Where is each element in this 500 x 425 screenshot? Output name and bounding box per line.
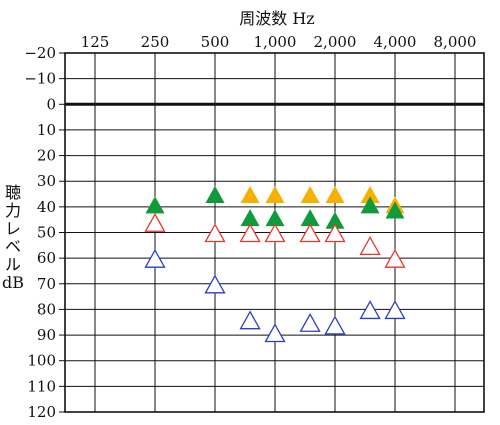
y-tick-label: 0 xyxy=(46,95,56,113)
triangle-marker-series-4 xyxy=(359,300,381,320)
triangle-marker-series-1 xyxy=(265,186,285,204)
triangle-marker-series-2 xyxy=(360,196,380,214)
y-tick-label: 70 xyxy=(37,275,56,293)
triangle-marker-series-3 xyxy=(264,223,286,243)
x-tick-label: 500 xyxy=(201,33,230,51)
y-tick-label: 110 xyxy=(27,377,56,395)
triangle-marker-series-3 xyxy=(384,248,406,268)
x-axis-title: 周波数 Hz xyxy=(239,9,314,28)
y-tick-label: −20 xyxy=(24,44,56,62)
triangle-marker-series-3 xyxy=(299,223,321,243)
x-tick-label: 2,000 xyxy=(314,33,357,51)
y-tick-label: 20 xyxy=(37,147,56,165)
x-tick-labels: 125 250 500 1,000 2,000 4,000 8,000 xyxy=(81,33,477,51)
triangle-marker-series-2 xyxy=(300,209,320,227)
triangle-marker-series-1 xyxy=(360,186,380,204)
x-tick-label: 250 xyxy=(141,33,170,51)
y-tick-label: 100 xyxy=(27,352,56,370)
x-tick-label: 1,000 xyxy=(254,33,297,51)
grid xyxy=(59,52,485,413)
triangle-marker-series-3 xyxy=(204,223,226,243)
x-tick-label: 4,000 xyxy=(374,33,417,51)
triangle-marker-series-3 xyxy=(239,223,261,243)
y-axis-title-part: ベ xyxy=(5,237,21,256)
triangle-marker-series-2 xyxy=(265,209,285,227)
y-axis-title-part: ル xyxy=(5,255,21,274)
y-tick-labels: −20 −10 0 10 20 30 40 50 60 70 80 90 100 110 120 xyxy=(24,44,56,421)
triangle-marker-series-4 xyxy=(264,323,286,343)
y-tick-label: 60 xyxy=(37,249,56,267)
y-axis-title-part: 聴 xyxy=(5,183,21,202)
triangle-marker-series-2 xyxy=(385,201,405,219)
y-tick-label: 30 xyxy=(37,172,56,190)
y-tick-label: 90 xyxy=(37,326,56,344)
triangle-marker-series-1 xyxy=(300,186,320,204)
y-tick-label: 40 xyxy=(37,198,56,216)
x-tick-label: 125 xyxy=(81,33,110,51)
triangle-marker-series-2 xyxy=(205,186,225,204)
triangle-marker-series-4 xyxy=(299,312,321,332)
triangle-marker-series-3 xyxy=(324,223,346,243)
y-tick-label: 80 xyxy=(37,300,56,318)
triangle-marker-series-3 xyxy=(144,212,166,232)
y-tick-label: −10 xyxy=(24,70,56,88)
y-axis-title-part: レ xyxy=(5,219,21,238)
triangle-marker-series-4 xyxy=(204,274,226,294)
y-axis-title-part: 力 xyxy=(5,201,21,220)
triangle-marker-series-3 xyxy=(359,236,381,255)
triangle-marker-series-4 xyxy=(239,310,261,330)
triangle-marker-series-1 xyxy=(240,186,260,204)
triangle-marker-series-1 xyxy=(325,186,345,204)
y-axis-title-part: dB xyxy=(2,273,24,292)
y-tick-label: 10 xyxy=(37,121,56,139)
x-tick-label: 8,000 xyxy=(434,33,477,51)
triangle-marker-series-2 xyxy=(240,209,260,227)
triangle-marker-series-2 xyxy=(145,196,165,214)
triangle-marker-series-4 xyxy=(144,248,166,268)
triangle-marker-series-4 xyxy=(324,315,346,335)
y-tick-label: 50 xyxy=(37,224,56,242)
data-markers xyxy=(144,186,406,343)
triangle-marker-series-2 xyxy=(325,211,345,229)
y-tick-label: 120 xyxy=(27,403,56,421)
triangle-marker-series-4 xyxy=(384,300,406,320)
